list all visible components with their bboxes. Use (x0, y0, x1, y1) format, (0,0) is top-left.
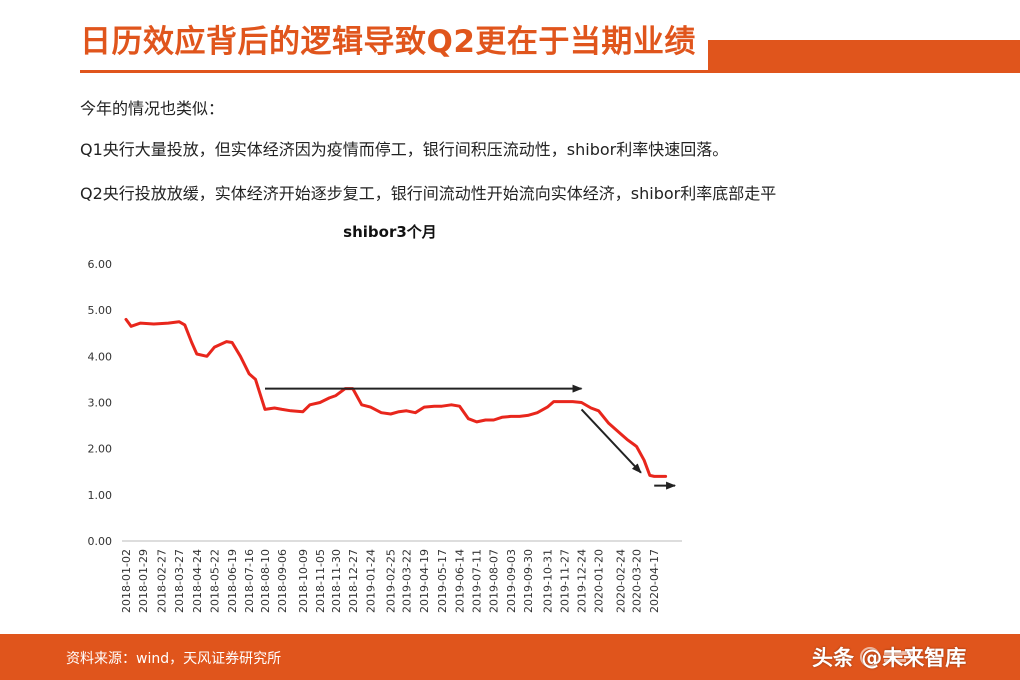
x-tick-label: 2019-05-17 (436, 549, 449, 613)
x-tick-label: 2018-01-29 (137, 549, 150, 613)
x-tick-label: 2019-07-11 (471, 549, 484, 613)
y-tick-label: 4.00 (88, 350, 113, 363)
x-tick-label: 2019-06-14 (454, 549, 467, 613)
x-tick-label: 2020-01-20 (593, 549, 606, 613)
y-axis: 0.00 1.00 2.00 3.00 4.00 5.00 6.00 (88, 258, 113, 548)
x-tick-label: 2018-10-09 (297, 549, 310, 613)
x-tick-label: 2018-02-27 (155, 549, 168, 613)
x-tick-label: 2019-12-24 (576, 549, 589, 613)
x-tick-label: 2019-10-31 (541, 549, 554, 613)
y-tick-label: 1.00 (88, 489, 113, 502)
series-line-0 (124, 317, 668, 478)
x-tick-label: 2018-12-27 (347, 549, 360, 613)
watermark-text: 头条 @未来智库 (812, 646, 967, 670)
x-tick-label: 2018-01-02 (120, 549, 133, 613)
q2-text: Q2央行投放放缓，实体经济开始逐步复工，银行间流动性开始流向实体经济，shibo… (80, 184, 777, 203)
q1-text: Q1央行大量投放，但实体经济因为疫情而停工，银行间积压流动性，shibor利率快… (80, 140, 729, 159)
x-tick-label: 2018-11-05 (314, 549, 327, 613)
trend-arrow-1 (580, 408, 642, 474)
shibor-line-chart: shibor3个月 0.00 1.00 2.00 3.00 4.00 5.00 6.00 2… (88, 223, 682, 613)
y-tick-label: 0.00 (88, 535, 113, 548)
x-tick-label: 2018-06-19 (226, 549, 239, 613)
x-axis: 2018-01-02 2018-01-29 2018-02-27 2018-03-27… (120, 540, 682, 613)
x-tick-label: 2018-04-24 (191, 549, 204, 613)
x-tick-label: 2018-03-27 (173, 549, 186, 613)
y-tick-label: 3.00 (88, 397, 113, 410)
chart-title: shibor3个月 (343, 223, 437, 241)
y-tick-label: 2.00 (88, 443, 113, 456)
x-tick-label: 2018-11-30 (330, 549, 343, 613)
company-logo-icon (860, 647, 912, 667)
x-tick-label: 2019-09-30 (522, 549, 535, 613)
x-tick-label: 2019-01-24 (365, 549, 378, 613)
x-tick-label: 2019-11-27 (558, 549, 571, 613)
y-tick-label: 6.00 (88, 258, 113, 271)
x-tick-label: 2019-02-25 (385, 549, 398, 613)
x-tick-label: 2020-04-17 (648, 549, 661, 613)
trend-arrows (265, 384, 677, 490)
x-tick-label: 2018-09-06 (276, 549, 289, 613)
x-tick-label: 2020-02-24 (615, 549, 628, 613)
source-note: 资料来源：wind，天风证券研究所 (66, 651, 282, 667)
title-accent-bar (708, 40, 1020, 73)
intro-text: 今年的情况也类似： (80, 99, 225, 118)
slide-title: 日历效应背后的逻辑导致Q2更在于当期业绩 (80, 24, 696, 60)
x-tick-label: 2018-07-16 (243, 549, 256, 613)
x-tick-label: 2018-05-22 (208, 549, 221, 613)
x-tick-label: 2019-08-07 (488, 549, 501, 613)
footer-bar: 资料来源：wind，天风证券研究所 头条 @未来智库 (0, 634, 1020, 680)
title-underline (80, 70, 1020, 73)
x-tick-label: 2020-03-20 (631, 549, 644, 613)
x-tick-label: 2019-09-03 (505, 549, 518, 613)
x-tick-label: 2019-03-22 (401, 549, 414, 613)
series-group (124, 317, 668, 478)
x-tick-label: 2018-08-10 (259, 549, 272, 613)
x-tick-label: 2019-04-19 (418, 549, 431, 613)
y-tick-label: 5.00 (88, 304, 113, 317)
